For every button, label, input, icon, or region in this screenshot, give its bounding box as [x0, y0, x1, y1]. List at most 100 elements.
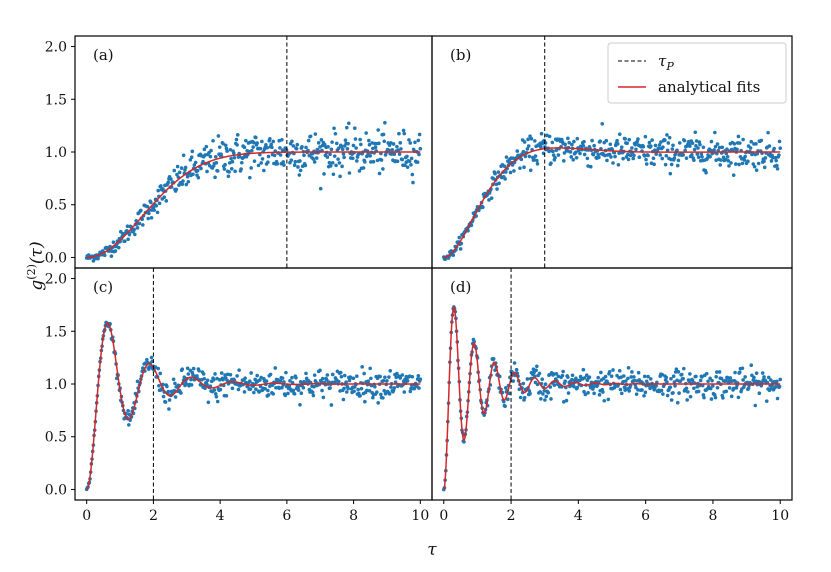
data-point [346, 141, 350, 146]
data-point [726, 158, 731, 163]
data-point [669, 398, 674, 402]
y-axis-title: g(2)(τ) [25, 241, 47, 290]
data-point [179, 391, 183, 395]
data-point [223, 143, 228, 148]
data-point [574, 155, 579, 160]
data-point [775, 396, 780, 401]
data-point [708, 386, 713, 391]
data-point [616, 162, 621, 167]
data-point [733, 370, 737, 375]
data-point [766, 375, 771, 380]
data-point [709, 139, 714, 144]
legend-label: τP [658, 52, 674, 73]
data-point [719, 376, 724, 381]
data-point [653, 386, 657, 391]
data-point [277, 386, 282, 391]
data-point [359, 142, 363, 147]
data-point [164, 199, 169, 203]
data-point [399, 147, 403, 151]
data-point [731, 173, 736, 177]
data-point [596, 375, 600, 380]
data-point [272, 153, 277, 158]
data-point [749, 139, 754, 144]
data-point [327, 160, 332, 165]
data-point [139, 208, 143, 213]
data-point [570, 377, 574, 382]
data-point [398, 376, 403, 380]
data-point [549, 161, 553, 165]
data-point [507, 160, 511, 165]
data-point [203, 386, 207, 391]
data-point [417, 152, 421, 157]
data-point [632, 375, 636, 379]
data-point [518, 395, 523, 400]
data-point [381, 132, 386, 137]
data-point [186, 372, 191, 376]
data-point [166, 389, 171, 394]
data-point [340, 164, 344, 169]
data-point [350, 156, 355, 161]
data-point [582, 152, 587, 157]
data-point [237, 368, 241, 372]
data-point [393, 380, 398, 384]
data-point [669, 376, 673, 381]
data-point [634, 385, 638, 390]
data-point [199, 166, 203, 171]
data-point [166, 180, 171, 185]
data-point [554, 148, 559, 152]
data-point [174, 187, 179, 192]
data-point [202, 377, 207, 381]
data-point [387, 148, 391, 153]
data-point [621, 380, 625, 384]
data-point [242, 390, 247, 394]
fit-line [86, 151, 421, 259]
data-point [379, 158, 384, 162]
data-point [754, 371, 759, 375]
data-point [521, 381, 526, 386]
data-point [694, 374, 698, 379]
data-point [601, 390, 605, 394]
data-point [355, 374, 359, 379]
data-point [522, 140, 527, 144]
data-point [180, 182, 185, 187]
data-point [756, 161, 761, 166]
data-point [512, 169, 516, 173]
data-point [368, 366, 372, 371]
data-point [636, 388, 640, 392]
data-point [408, 141, 413, 145]
data-point [359, 386, 364, 391]
data-point [221, 141, 225, 146]
data-point [163, 400, 168, 404]
data-point [322, 142, 327, 147]
data-point [402, 131, 407, 136]
data-point [209, 148, 213, 153]
panel-label: (b) [450, 46, 471, 64]
data-point [566, 375, 570, 379]
data-point [709, 397, 714, 401]
data-point [351, 143, 356, 148]
data-point [737, 141, 742, 145]
data-point [239, 160, 244, 165]
data-point [677, 141, 682, 145]
data-point [585, 156, 590, 161]
data-point [248, 379, 252, 383]
data-point [630, 146, 634, 150]
data-point [489, 196, 494, 200]
data-point [330, 140, 334, 144]
data-point [506, 397, 510, 402]
data-point [695, 152, 700, 156]
data-point [266, 160, 270, 165]
data-point [534, 368, 538, 373]
data-point [777, 139, 782, 144]
data-point [660, 156, 665, 161]
data-point [381, 396, 385, 400]
data-point [383, 375, 387, 380]
data-point [609, 374, 614, 378]
data-point [652, 162, 656, 167]
data-point [270, 145, 274, 150]
data-point [737, 162, 741, 167]
data-point [554, 372, 559, 376]
data-point [685, 398, 689, 402]
data-point [336, 379, 341, 384]
data-point [330, 372, 335, 377]
